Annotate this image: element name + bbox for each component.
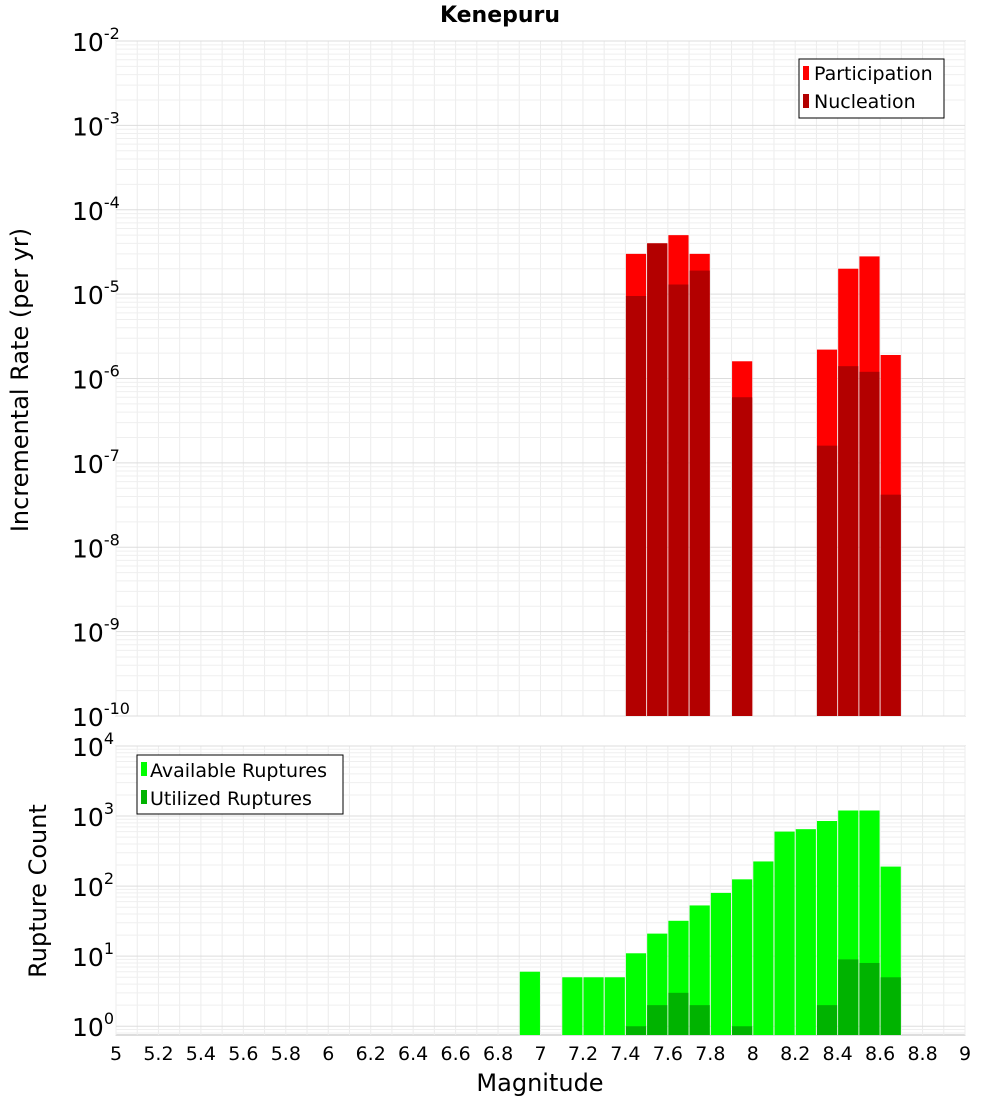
x-tick-8.8: 8.8 xyxy=(907,1043,937,1065)
bottom-bar-utilized-ruptures-7.95 xyxy=(732,1026,753,1035)
top-y-tick-labels: 10-2 10-3 10-4 10-5 10-6 10-7 10-8 10-9 10-10 xyxy=(72,24,130,732)
top-bar-nucleation-7.75 xyxy=(689,270,710,716)
top-legend: Participation Nucleation xyxy=(798,58,945,119)
x-tick-5: 5 xyxy=(110,1043,122,1065)
bottom-bar-available-ruptures-7.85 xyxy=(710,892,731,1035)
x-tick-6.2: 6.2 xyxy=(356,1043,386,1065)
top-y-axis-label: Incremental Rate (per yr) xyxy=(6,228,34,532)
legend-label-participation: Participation xyxy=(814,63,933,85)
x-tick-5.2: 5.2 xyxy=(143,1043,173,1065)
bottom-bar-utilized-ruptures-8.35 xyxy=(816,1005,838,1035)
legend-label-nucleation: Nucleation xyxy=(814,91,916,113)
legend-swatch-participation xyxy=(803,66,809,80)
bottom-bar-available-ruptures-7.25 xyxy=(583,977,604,1035)
x-tick-8.2: 8.2 xyxy=(780,1043,810,1065)
top-y-tick--9: 10-9 xyxy=(72,615,120,648)
top-bar-nucleation-7.95 xyxy=(732,397,753,716)
top-y-tick--7: 10-7 xyxy=(72,446,120,479)
top-y-tick--5: 10-5 xyxy=(72,277,120,310)
top-grid xyxy=(115,40,966,717)
bottom-legend: Available Ruptures Utilized Ruptures xyxy=(136,754,344,815)
x-tick-6.6: 6.6 xyxy=(440,1043,470,1065)
x-tick-8: 8 xyxy=(747,1043,759,1065)
x-tick-6: 6 xyxy=(322,1043,334,1065)
top-bar-nucleation-7.45 xyxy=(625,296,647,716)
top-bar-nucleation-8.35 xyxy=(816,445,838,716)
top-y-tick--2: 10-2 xyxy=(72,24,120,57)
x-tick-5.4: 5.4 xyxy=(186,1043,216,1065)
bottom-bar-available-ruptures-8.35 xyxy=(816,821,838,1035)
bottom-y-axis-label: Rupture Count xyxy=(24,804,52,978)
bottom-bar-available-ruptures-7.35 xyxy=(604,977,625,1035)
bottom-bars xyxy=(519,810,901,1035)
bottom-bar-utilized-ruptures-7.75 xyxy=(689,1005,710,1035)
bottom-bar-available-ruptures-7.45 xyxy=(625,953,647,1035)
bottom-y-tick-labels: 104 103 102 101 100 xyxy=(72,729,114,1042)
bottom-bar-available-ruptures-8.25 xyxy=(795,829,816,1035)
x-tick-7.2: 7.2 xyxy=(568,1043,598,1065)
legend-swatch-available xyxy=(141,762,147,776)
legend-swatch-utilized xyxy=(141,790,147,804)
bottom-bar-utilized-ruptures-8.65 xyxy=(880,977,901,1035)
bottom-bar-available-ruptures-8.15 xyxy=(774,831,795,1035)
x-tick-7: 7 xyxy=(534,1043,546,1065)
top-y-tick--3: 10-3 xyxy=(72,108,120,141)
top-y-tick--6: 10-6 xyxy=(72,362,120,395)
x-axis-label: Magnitude xyxy=(476,1069,603,1097)
x-tick-labels: 5 5.2 5.4 5.6 5.8 6 6.2 6.4 6.6 6.8 7 7.2 7.4 7.6 7.8 8… xyxy=(110,1043,971,1065)
bottom-y-tick-3: 103 xyxy=(72,799,114,832)
top-bar-nucleation-8.65 xyxy=(880,494,901,716)
top-y-tick--4: 10-4 xyxy=(72,193,120,226)
x-tick-8.6: 8.6 xyxy=(865,1043,895,1065)
x-tick-5.6: 5.6 xyxy=(228,1043,258,1065)
x-tick-8.4: 8.4 xyxy=(823,1043,853,1065)
x-tick-6.4: 6.4 xyxy=(398,1043,428,1065)
bottom-y-tick-2: 102 xyxy=(72,869,114,902)
bottom-bar-utilized-ruptures-8.55 xyxy=(859,962,880,1035)
x-tick-7.8: 7.8 xyxy=(695,1043,725,1065)
legend-label-utilized: Utilized Ruptures xyxy=(150,788,312,810)
bottom-y-tick-1: 101 xyxy=(72,939,114,972)
bottom-bar-utilized-ruptures-7.45 xyxy=(625,1026,647,1035)
x-tick-9: 9 xyxy=(959,1043,971,1065)
bottom-bar-available-ruptures-6.95 xyxy=(519,971,540,1035)
top-bar-nucleation-7.65 xyxy=(668,284,689,716)
bottom-bar-utilized-ruptures-7.65 xyxy=(668,992,689,1035)
bottom-bar-utilized-ruptures-8.45 xyxy=(838,959,859,1035)
bottom-bar-available-ruptures-7.75 xyxy=(689,905,710,1035)
chart-title: Kenepuru xyxy=(440,3,560,28)
top-bars xyxy=(625,235,901,717)
top-y-tick--8: 10-8 xyxy=(72,530,120,563)
bottom-bar-available-ruptures-7.95 xyxy=(732,879,753,1035)
top-bar-nucleation-7.55 xyxy=(647,243,668,717)
x-tick-7.6: 7.6 xyxy=(653,1043,683,1065)
legend-swatch-nucleation xyxy=(803,94,809,108)
bottom-y-tick-0: 100 xyxy=(72,1009,114,1042)
x-tick-5.8: 5.8 xyxy=(271,1043,301,1065)
top-y-tick--10: 10-10 xyxy=(72,699,130,732)
x-tick-7.4: 7.4 xyxy=(610,1043,640,1065)
top-bar-nucleation-8.55 xyxy=(859,371,880,716)
bottom-bar-available-ruptures-7.15 xyxy=(562,977,583,1035)
bottom-bar-utilized-ruptures-7.55 xyxy=(647,1005,668,1035)
bottom-bar-available-ruptures-8.05 xyxy=(753,861,774,1035)
legend-label-available: Available Ruptures xyxy=(150,760,327,782)
bottom-y-tick-4: 104 xyxy=(72,729,114,762)
top-bar-nucleation-8.45 xyxy=(838,366,859,716)
x-tick-6.8: 6.8 xyxy=(483,1043,513,1065)
